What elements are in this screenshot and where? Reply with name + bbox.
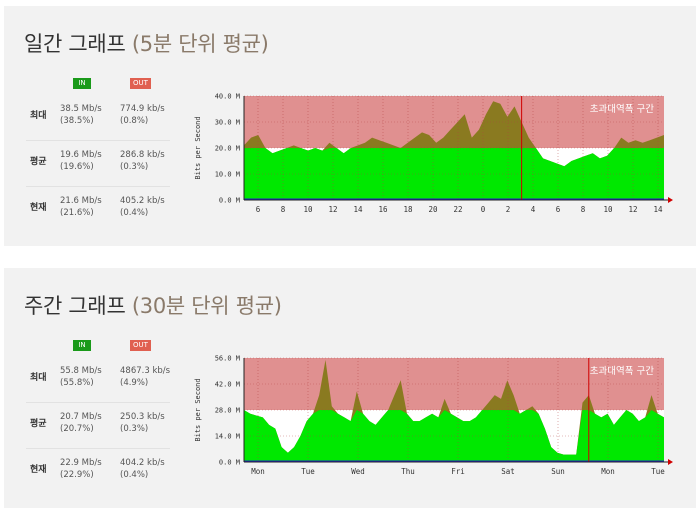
in-rate: 19.6 Mb/s [60,150,102,160]
x-tick-label: Tue [301,467,315,476]
in-rate: 20.7 Mb/s [60,412,102,422]
y-tick-label: 40.0 M [215,93,240,101]
weekly-legend-in-badge: IN [73,340,91,351]
x-tick-label: Thu [401,467,415,476]
x-tick-label: 18 [403,205,413,214]
in-rate: 38.5 Mb/s [60,104,102,114]
x-tick-label: Sat [501,467,515,476]
in-percent: (20.7%) [60,424,94,434]
in-percent: (21.6%) [60,208,94,218]
daily-title-main: 일간 그래프 [24,32,126,56]
out-percent: (0.3%) [120,424,149,434]
out-percent: (4.9%) [120,378,149,388]
x-tick-label: 0 [481,205,486,214]
x-tick-label: 20 [428,205,438,214]
x-axis-arrow-icon [668,459,673,465]
daily-stat-row-avg: 평균 19.6 Mb/s (19.6%) 286.8 kb/s (0.3%) [26,140,170,187]
weekly-title-paren: (30분 단위 평균) [131,294,282,318]
out-rate: 404.2 kb/s [120,458,165,468]
x-tick-label: Wed [351,467,365,476]
x-tick-label: 8 [281,205,286,214]
daily-traffic-chart: 0.0 M 10.0 M 20.0 M 30.0 M 40.0 M 6 8 10 12 14 16 1… [194,93,673,214]
daily-graph-title: 일간 그래프 (5분 단위 평균) [24,28,269,58]
weekly-stat-row-avg: 평균 20.7 Mb/s (20.7%) 250.3 kb/s (0.3%) [26,402,170,449]
out-rate: 4867.3 kb/s [120,366,171,376]
x-tick-label: 16 [378,205,388,214]
out-percent: (0.4%) [120,470,149,480]
out-rate: 774.9 kb/s [120,104,165,114]
x-tick-label: Tue [651,467,665,476]
weekly-legend-out-badge: OUT [130,340,151,351]
x-tick-label: 12 [328,205,337,214]
weekly-graph-panel: 주간 그래프 (30분 단위 평균) IN OUT 최대 55.8 Mb/s (… [4,268,696,508]
out-percent: (0.8%) [120,116,149,126]
weekly-title-main: 주간 그래프 [24,294,126,318]
x-tick-label: 22 [453,205,462,214]
stat-label: 최대 [30,373,47,383]
x-tick-label: 6 [556,205,561,214]
in-percent: (38.5%) [60,116,94,126]
x-tick-label: Mon [601,467,615,476]
y-tick-label: 42.0 M [215,381,240,389]
daily-legend-in-badge: IN [73,78,91,89]
y-tick-label: 28.0 M [215,407,240,415]
out-percent: (0.4%) [120,208,149,218]
weekly-stat-row-current: 현재 22.9 Mb/s (22.9%) 404.2 kb/s (0.4%) [26,448,170,494]
x-tick-label: 2 [506,205,511,214]
x-tick-label: 10 [603,205,613,214]
stat-label: 평균 [30,419,47,429]
daily-stat-row-max: 최대 38.5 Mb/s (38.5%) 774.9 kb/s (0.8%) [26,94,170,141]
in-percent: (55.8%) [60,378,94,388]
y-tick-label: 10.0 M [215,171,240,179]
x-tick-label: Mon [251,467,265,476]
y-tick-label: 30.0 M [215,119,240,127]
y-tick-label: 20.0 M [215,145,240,153]
x-tick-label: 6 [256,205,261,214]
in-rate: 22.9 Mb/s [60,458,102,468]
weekly-stat-row-max: 최대 55.8 Mb/s (55.8%) 4867.3 kb/s (4.9%) [26,356,170,403]
x-tick-label: 14 [353,205,363,214]
overload-zone-label: 초과대역폭 구간 [590,104,654,115]
y-axis-label: Bits per Second [194,116,202,179]
x-axis-arrow-icon [668,197,673,203]
in-percent: (22.9%) [60,470,94,480]
stat-label: 평균 [30,157,47,167]
x-tick-label: Sun [551,467,565,476]
out-rate: 286.8 kb/s [120,150,165,160]
overload-zone-label: 초과대역폭 구간 [590,366,654,377]
weekly-graph-title: 주간 그래프 (30분 단위 평균) [24,290,282,320]
y-tick-label: 0.0 M [219,459,240,467]
out-rate: 405.2 kb/s [120,196,165,206]
out-percent: (0.3%) [120,162,149,172]
daily-stat-row-current: 현재 21.6 Mb/s (21.6%) 405.2 kb/s (0.4%) [26,186,170,232]
y-tick-label: 0.0 M [219,197,240,205]
y-tick-label: 56.0 M [215,355,240,363]
daily-graph-panel: 일간 그래프 (5분 단위 평균) IN OUT 최대 38.5 Mb/s (3… [4,6,696,246]
x-tick-label: 8 [581,205,586,214]
stat-label: 현재 [30,203,47,213]
x-tick-label: 4 [531,205,536,214]
x-tick-label: 14 [653,205,663,214]
daily-legend-out-badge: OUT [130,78,151,89]
stat-label: 현재 [30,465,47,475]
x-tick-label: Fri [451,467,465,476]
in-rate: 21.6 Mb/s [60,196,102,206]
y-tick-label: 14.0 M [215,433,240,441]
in-rate: 55.8 Mb/s [60,366,102,376]
daily-title-paren: (5분 단위 평균) [131,32,269,56]
x-tick-label: 12 [628,205,637,214]
weekly-traffic-chart: 0.0 M 14.0 M 28.0 M 42.0 M 56.0 M Mon Tue Wed Th… [194,355,673,476]
stat-label: 최대 [30,111,47,121]
in-percent: (19.6%) [60,162,94,172]
x-tick-label: 10 [303,205,313,214]
y-axis-label: Bits per Second [194,378,202,441]
out-rate: 250.3 kb/s [120,412,165,422]
